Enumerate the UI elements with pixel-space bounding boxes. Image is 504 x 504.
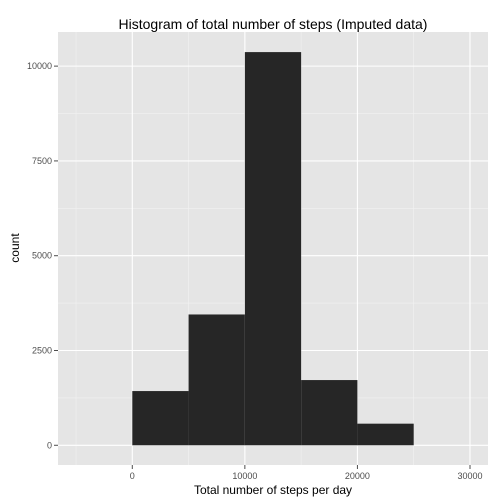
histogram-bar bbox=[188, 314, 245, 446]
histogram-bars bbox=[132, 52, 414, 446]
y-tick-label: 0 bbox=[47, 440, 52, 450]
chart-title: Histogram of total number of steps (Impu… bbox=[119, 16, 428, 32]
histogram-bar bbox=[357, 423, 414, 446]
x-tick-label: 20000 bbox=[345, 471, 370, 481]
x-axis-label: Total number of steps per day bbox=[194, 483, 352, 497]
x-tick-label: 30000 bbox=[457, 471, 482, 481]
y-tick-label: 2500 bbox=[32, 345, 52, 355]
histogram-bar bbox=[301, 380, 358, 446]
histogram-bar bbox=[132, 391, 189, 446]
y-axis-label: count bbox=[8, 233, 22, 263]
y-tick-label: 10000 bbox=[27, 61, 52, 71]
y-tick-label: 7500 bbox=[32, 156, 52, 166]
x-tick-label: 0 bbox=[130, 471, 135, 481]
histogram-bar bbox=[244, 52, 302, 446]
x-tick-label: 10000 bbox=[232, 471, 257, 481]
x-axis: 0 10000 20000 30000 bbox=[130, 465, 483, 481]
y-tick-label: 5000 bbox=[32, 251, 52, 261]
y-axis: 0 2500 5000 7500 10000 bbox=[27, 61, 58, 450]
